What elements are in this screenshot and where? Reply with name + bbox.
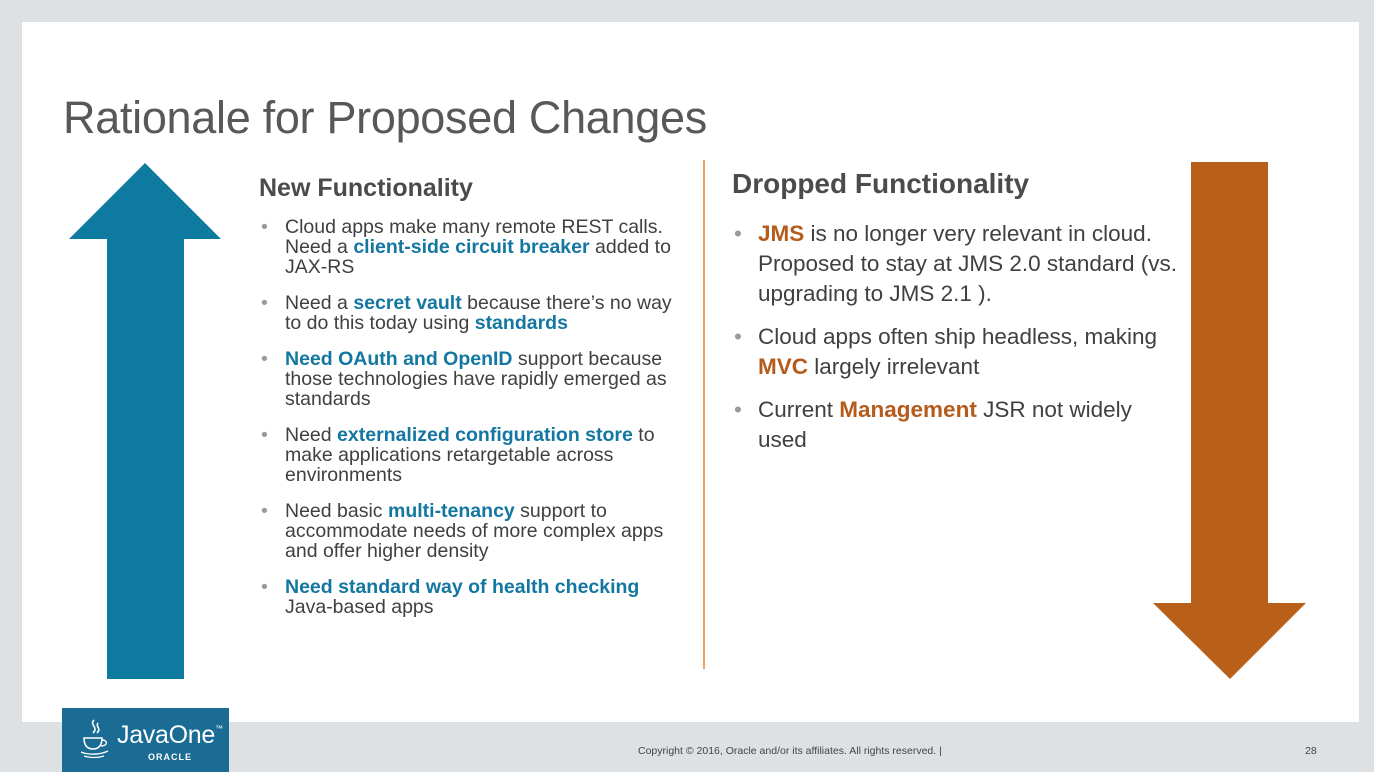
javaone-wordmark: JavaOne™ [117, 721, 223, 749]
bullet-dot-icon: • [261, 216, 268, 238]
new-functionality-column: New Functionality • Cloud apps make many … [259, 174, 689, 633]
bullet-dot-icon: • [261, 348, 268, 370]
new-functionality-list: • Cloud apps make many remote REST calls.… [259, 217, 689, 617]
bullet-text: Need a [285, 292, 354, 314]
column-divider [703, 160, 705, 669]
bullet-dot-icon: • [261, 500, 268, 522]
bullet-item: • JMS is no longer very relevant in cloud… [732, 219, 1182, 309]
bullet-text: Cloud apps often ship headless, making [758, 324, 1158, 349]
down-arrow-icon [1153, 162, 1306, 679]
bullet-item: • Need OAuth and OpenID support because t… [259, 349, 689, 409]
bullet-dot-icon: • [734, 221, 742, 246]
page-number: 28 [1305, 745, 1317, 757]
oracle-wordmark: ORACLE [148, 752, 192, 762]
bullet-item: • Cloud apps often ship headless, making … [732, 322, 1182, 382]
bullet-item: • Current Management JSR not widely used [732, 395, 1182, 455]
bullet-text: to make applications retargetable across… [285, 424, 655, 486]
bullet-item: • Need externalized configuration store t… [259, 425, 689, 485]
bullet-text: Need [285, 424, 338, 446]
bullet-item: • Cloud apps make many remote REST calls.… [259, 217, 689, 277]
bullet-text: Current [758, 397, 840, 422]
bullet-item: • Need basic multi-tenancy support to acc… [259, 501, 689, 561]
highlighted-term: Need standard way of health checking [285, 576, 640, 598]
bullet-text: support to accommodate needs of more com… [285, 500, 664, 562]
highlighted-term: client-side circuit breaker [353, 236, 590, 258]
highlighted-term: externalized configuration store [337, 424, 633, 446]
bullet-dot-icon: • [734, 397, 742, 422]
highlighted-term: secret vault [353, 292, 462, 314]
dropped-functionality-list: • JMS is no longer very relevant in cloud… [732, 219, 1182, 455]
java-cup-icon [80, 719, 109, 759]
bullet-text: because there’s no way to do this today … [285, 292, 672, 334]
javaone-logo: JavaOne™ ORACLE [62, 708, 229, 772]
bullet-text: Java-based apps [285, 596, 434, 618]
highlighted-term: MVC [758, 354, 808, 379]
bullet-dot-icon: • [261, 576, 268, 598]
slide [22, 22, 1359, 722]
bullet-dot-icon: • [261, 424, 268, 446]
copyright-text: Copyright © 2016, Oracle and/or its affi… [638, 745, 942, 757]
bullet-text: Need basic [285, 500, 388, 522]
highlighted-term: Need OAuth and OpenID [285, 348, 513, 370]
bullet-text: largely irrelevant [808, 354, 980, 379]
slide-title: Rationale for Proposed Changes [63, 92, 707, 143]
up-arrow-icon [69, 163, 221, 679]
bullet-text: JSR not widely used [758, 397, 1132, 452]
bullet-text: Cloud apps make many remote REST calls. … [285, 216, 663, 258]
new-functionality-heading: New Functionality [259, 174, 473, 202]
bullet-dot-icon: • [734, 324, 742, 349]
highlighted-term: standards [474, 312, 568, 334]
highlighted-term: JMS [758, 221, 805, 246]
highlighted-term: multi-tenancy [387, 500, 515, 522]
bullet-text: added to JAX-RS [285, 236, 671, 278]
dropped-functionality-column: Dropped Functionality • JMS is no longer … [732, 168, 1182, 468]
bullet-item: • Need standard way of health checking Ja… [259, 577, 689, 617]
bullet-dot-icon: • [261, 292, 268, 314]
dropped-functionality-heading: Dropped Functionality [732, 168, 1030, 199]
bullet-text: support because those technologies have … [285, 348, 667, 410]
bullet-item: • Need a secret vault because there’s no … [259, 293, 689, 333]
bullet-text: is no longer very relevant in cloud. Pro… [758, 221, 1177, 306]
highlighted-term: Management [839, 397, 977, 422]
